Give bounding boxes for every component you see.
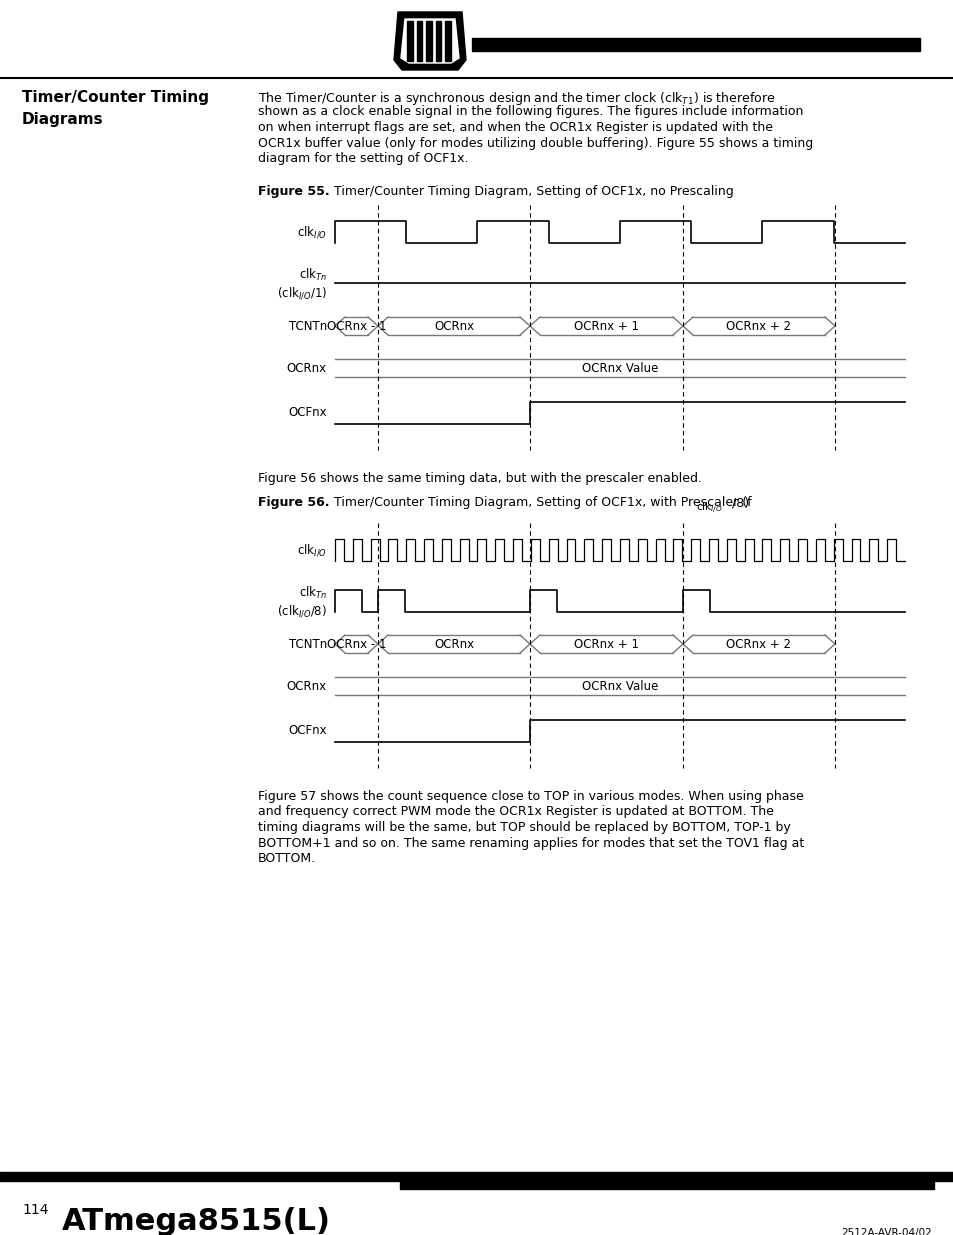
Text: and frequency correct PWM mode the OCR1x Register is updated at BOTTOM. The: and frequency correct PWM mode the OCR1x… [257,805,773,819]
Text: 2512A-AVR-04/02: 2512A-AVR-04/02 [841,1228,931,1235]
Text: OCRnx: OCRnx [287,362,327,374]
Text: OCRnx: OCRnx [287,679,327,693]
Text: Figure 56.: Figure 56. [257,496,329,509]
Text: clk$_{Tn}$: clk$_{Tn}$ [298,267,327,283]
Text: OCRnx + 2: OCRnx + 2 [726,637,791,651]
Text: Figure 57 shows the count sequence close to TOP in various modes. When using pha: Figure 57 shows the count sequence close… [257,790,803,803]
Text: BOTTOM.: BOTTOM. [257,852,315,864]
Text: OCRnx + 1: OCRnx + 1 [574,637,639,651]
Text: OCFnx: OCFnx [288,406,327,420]
Bar [416,21,422,61]
Text: /8): /8) [731,496,748,509]
Text: clk$_{I/O}$: clk$_{I/O}$ [296,224,327,240]
Bar [445,21,451,61]
Text: Timer/Counter Timing Diagram, Setting of OCF1x, with Prescaler (f: Timer/Counter Timing Diagram, Setting of… [326,496,751,509]
Text: OCRnx: OCRnx [434,637,474,651]
Text: (clk$_{I/O}$/8): (clk$_{I/O}$/8) [277,603,327,619]
Text: clk$_{I/O}$: clk$_{I/O}$ [696,501,722,516]
Text: BOTTOM+1 and so on. The same renaming applies for modes that set the TOV1 flag a: BOTTOM+1 and so on. The same renaming ap… [257,836,803,850]
Text: diagram for the setting of OCF1x.: diagram for the setting of OCF1x. [257,152,468,165]
Bar [399,1182,933,1189]
Text: clk$_{Tn}$: clk$_{Tn}$ [298,585,327,601]
Bar [472,37,919,51]
Text: The Timer/Counter is a synchronous design and the timer clock (clk$_{T1}$) is th: The Timer/Counter is a synchronous desig… [257,90,775,107]
Text: OCRnx: OCRnx [434,320,474,332]
Text: OCRnx Value: OCRnx Value [581,362,658,374]
Text: OCRnx + 1: OCRnx + 1 [574,320,639,332]
Bar [407,21,413,61]
Text: (clk$_{I/O}$/1): (clk$_{I/O}$/1) [276,285,327,301]
Text: OCRnx - 1: OCRnx - 1 [327,320,386,332]
Text: OCRnx + 2: OCRnx + 2 [726,320,791,332]
Text: TCNTn: TCNTn [289,320,327,332]
Text: OCR1x buffer value (only for modes utilizing double buffering). Figure 55 shows : OCR1x buffer value (only for modes utili… [257,137,812,149]
Polygon shape [400,19,458,63]
Text: Timer/Counter Timing
Diagrams: Timer/Counter Timing Diagrams [22,90,209,127]
Polygon shape [394,12,465,70]
Text: clk$_{I/O}$: clk$_{I/O}$ [296,542,327,558]
Text: OCRnx - 1: OCRnx - 1 [327,637,386,651]
Text: timing diagrams will be the same, but TOP should be replaced by BOTTOM, TOP-1 by: timing diagrams will be the same, but TO… [257,821,790,834]
Text: TCNTn: TCNTn [289,637,327,651]
Bar [436,21,441,61]
Text: Timer/Counter Timing Diagram, Setting of OCF1x, no Prescaling: Timer/Counter Timing Diagram, Setting of… [326,185,733,198]
Text: shown as a clock enable signal in the following figures. The figures include inf: shown as a clock enable signal in the fo… [257,105,802,119]
Text: OCFnx: OCFnx [288,725,327,737]
Text: 114: 114 [22,1203,49,1216]
Text: on when interrupt flags are set, and when the OCR1x Register is updated with the: on when interrupt flags are set, and whe… [257,121,772,135]
Bar [426,21,432,61]
Text: Figure 55.: Figure 55. [257,185,330,198]
Text: ATmega8515(L): ATmega8515(L) [62,1207,331,1235]
Text: OCRnx Value: OCRnx Value [581,679,658,693]
Text: Figure 56 shows the same timing data, but with the prescaler enabled.: Figure 56 shows the same timing data, bu… [257,472,701,485]
Bar [0,1172,953,1181]
